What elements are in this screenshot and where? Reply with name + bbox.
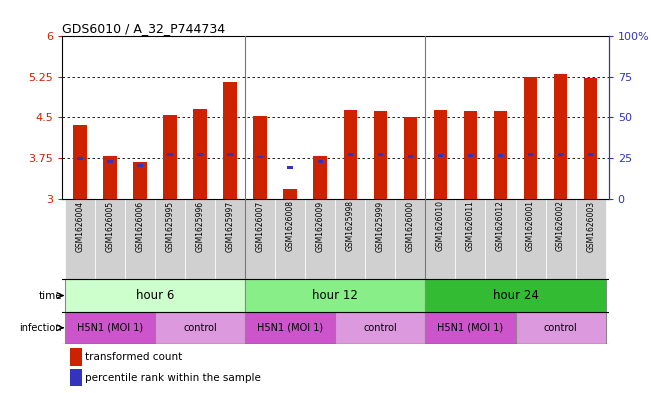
Bar [185, 199, 215, 279]
Bar [434, 110, 447, 199]
Bar [493, 111, 507, 199]
Text: hour 6: hour 6 [136, 289, 174, 302]
Text: GDS6010 / A_32_P744734: GDS6010 / A_32_P744734 [62, 22, 225, 35]
Text: transformed count: transformed count [85, 352, 182, 362]
Bar [305, 199, 335, 279]
Text: GSM1626006: GSM1626006 [135, 200, 145, 252]
Bar [318, 160, 323, 163]
Bar [516, 199, 546, 279]
Bar [588, 153, 593, 156]
Text: GSM1626001: GSM1626001 [526, 200, 535, 252]
Bar [65, 199, 95, 279]
Bar [107, 160, 113, 163]
Text: hour 24: hour 24 [493, 289, 538, 302]
Text: GSM1626012: GSM1626012 [496, 200, 505, 252]
Bar [528, 153, 533, 156]
Text: GSM1626004: GSM1626004 [76, 200, 85, 252]
Text: hour 12: hour 12 [312, 289, 358, 302]
Bar [283, 189, 297, 199]
Bar [245, 312, 335, 344]
Bar [335, 312, 425, 344]
Bar [253, 116, 267, 199]
Bar [197, 153, 202, 156]
Text: GSM1626011: GSM1626011 [466, 200, 475, 252]
Bar [125, 199, 155, 279]
Bar [73, 125, 87, 199]
Bar [456, 199, 486, 279]
Bar [575, 199, 605, 279]
Bar [215, 199, 245, 279]
Bar [257, 156, 263, 158]
Bar [133, 162, 146, 199]
Text: control: control [363, 323, 397, 333]
Bar [365, 199, 395, 279]
Bar [155, 312, 245, 344]
Bar [245, 199, 275, 279]
Text: GSM1625995: GSM1625995 [165, 200, 174, 252]
Bar [437, 154, 443, 157]
Text: GSM1626010: GSM1626010 [436, 200, 445, 252]
Text: GSM1626009: GSM1626009 [316, 200, 325, 252]
Text: GSM1625998: GSM1625998 [346, 200, 355, 252]
Bar [425, 199, 456, 279]
Bar [425, 312, 516, 344]
Text: H5N1 (MOI 1): H5N1 (MOI 1) [437, 323, 503, 333]
Text: GSM1626000: GSM1626000 [406, 200, 415, 252]
Text: infection: infection [20, 323, 62, 333]
Bar [468, 154, 473, 157]
Bar [516, 312, 605, 344]
Bar [223, 82, 237, 199]
Bar [227, 153, 233, 156]
Bar [65, 279, 245, 312]
Text: control: control [544, 323, 577, 333]
Bar [378, 153, 383, 156]
Bar [167, 153, 173, 156]
Bar [558, 153, 563, 156]
Text: time: time [38, 290, 62, 301]
Bar [425, 279, 605, 312]
Bar [486, 199, 516, 279]
Bar [584, 78, 598, 199]
Bar [275, 199, 305, 279]
Text: GSM1626008: GSM1626008 [286, 200, 295, 252]
Bar [408, 155, 413, 158]
Bar [546, 199, 575, 279]
Bar [524, 77, 537, 199]
Bar [404, 117, 417, 199]
Bar [70, 369, 82, 386]
Text: control: control [183, 323, 217, 333]
Text: GSM1626002: GSM1626002 [556, 200, 565, 252]
Text: GSM1626003: GSM1626003 [586, 200, 595, 252]
Bar [335, 199, 365, 279]
Bar [348, 153, 353, 156]
Text: H5N1 (MOI 1): H5N1 (MOI 1) [77, 323, 143, 333]
Bar [95, 199, 125, 279]
Bar [65, 312, 155, 344]
Bar [395, 199, 425, 279]
Text: GSM1626007: GSM1626007 [256, 200, 265, 252]
Text: GSM1625997: GSM1625997 [226, 200, 234, 252]
Bar [554, 74, 568, 199]
Bar [314, 156, 327, 199]
Bar [193, 109, 207, 199]
Bar [70, 348, 82, 365]
Bar [374, 111, 387, 199]
Bar [155, 199, 185, 279]
Text: GSM1625999: GSM1625999 [376, 200, 385, 252]
Bar [288, 166, 293, 169]
Bar [103, 156, 117, 199]
Bar [245, 279, 425, 312]
Text: GSM1626005: GSM1626005 [105, 200, 115, 252]
Bar [137, 163, 143, 167]
Bar [344, 110, 357, 199]
Bar [163, 115, 177, 199]
Text: percentile rank within the sample: percentile rank within the sample [85, 373, 260, 383]
Bar [464, 111, 477, 199]
Text: H5N1 (MOI 1): H5N1 (MOI 1) [257, 323, 324, 333]
Text: GSM1625996: GSM1625996 [195, 200, 204, 252]
Bar [498, 154, 503, 157]
Bar [77, 156, 83, 160]
